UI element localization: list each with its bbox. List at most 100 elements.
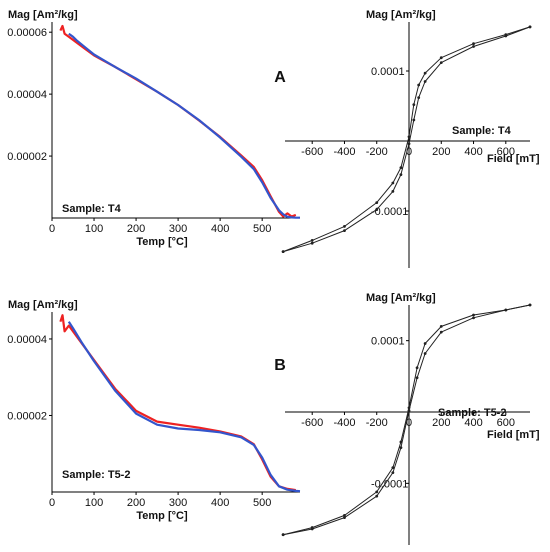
series-line-2 <box>68 32 300 219</box>
x-axis-label: Temp [°C] <box>136 236 188 248</box>
x-tick-label: -600 <box>301 417 323 429</box>
y-axis-label: Mag [Am²/kg] <box>8 299 78 311</box>
data-point <box>504 33 508 36</box>
data-point <box>343 229 346 233</box>
series-line-1 <box>59 314 296 492</box>
x-tick-label: 500 <box>253 497 271 509</box>
x-tick-label: 200 <box>127 223 145 235</box>
data-point <box>407 135 411 139</box>
series-line-2 <box>283 26 531 253</box>
data-point <box>439 56 443 60</box>
data-point <box>310 239 314 242</box>
y-tick-label: -0.0001 <box>371 478 408 490</box>
data-point <box>439 325 443 328</box>
x-tick-label: 0 <box>406 417 412 429</box>
x-tick-label: 400 <box>464 146 482 158</box>
x-tick-label: 200 <box>127 497 145 509</box>
data-point <box>310 526 314 529</box>
data-point <box>375 494 379 498</box>
sample-label: Sample: T4 <box>62 203 122 215</box>
data-point <box>439 61 443 64</box>
y-axis-label: Mag [Am²/kg] <box>8 9 78 21</box>
data-point <box>399 440 403 444</box>
series-line-2 <box>67 321 301 493</box>
panel-letter-a: A <box>274 69 286 86</box>
data-point <box>423 71 427 75</box>
series-line-1 <box>283 26 531 253</box>
x-tick-label: -200 <box>366 146 388 158</box>
x-tick-label: -200 <box>366 417 388 429</box>
panel-letter-b: B <box>274 357 286 374</box>
data-point <box>391 466 395 470</box>
x-tick-label: -600 <box>301 146 323 158</box>
data-point <box>399 173 403 177</box>
x-axis-label: Field [mT] <box>487 429 540 441</box>
data-point <box>417 83 421 87</box>
data-point <box>407 142 411 146</box>
data-point <box>281 250 285 254</box>
x-axis-label: Temp [°C] <box>136 510 188 522</box>
y-tick-label: 0.00002 <box>7 410 47 422</box>
sample-label: Sample: T4 <box>452 125 512 137</box>
y-tick-label: 0.00002 <box>7 151 47 163</box>
data-point <box>472 42 475 46</box>
data-point <box>423 352 427 355</box>
y-tick-label: 0.0001 <box>371 336 405 348</box>
data-point <box>472 313 475 317</box>
data-point <box>423 342 427 345</box>
y-tick-label: 0.00004 <box>7 334 47 346</box>
y-tick-label: 0.00004 <box>7 89 47 101</box>
data-point <box>391 181 395 185</box>
sample-label: Sample: T5-2 <box>62 469 130 481</box>
data-point <box>375 490 379 494</box>
data-point <box>472 45 475 48</box>
data-point <box>391 190 395 193</box>
data-point <box>343 225 346 228</box>
x-tick-label: -400 <box>333 146 355 158</box>
x-tick-label: 300 <box>169 497 187 509</box>
data-point <box>343 516 346 519</box>
y-tick-label: 0.00006 <box>7 27 47 39</box>
sample-label: Sample: T5-2 <box>438 407 506 419</box>
data-point <box>375 201 379 205</box>
data-point <box>310 241 314 245</box>
data-point <box>423 80 427 83</box>
y-tick-label: -0.0001 <box>371 206 408 218</box>
x-tick-label: 200 <box>432 146 450 158</box>
x-tick-label: 100 <box>85 223 103 235</box>
data-point <box>415 366 419 370</box>
data-point <box>415 376 419 380</box>
y-axis-label: Mag [Am²/kg] <box>366 9 436 21</box>
x-tick-label: 200 <box>432 417 450 429</box>
x-tick-label: 0 <box>49 497 55 509</box>
x-tick-label: 400 <box>464 417 482 429</box>
y-axis-label: Mag [Am²/kg] <box>366 292 436 304</box>
data-point <box>281 533 285 537</box>
x-tick-label: 100 <box>85 497 103 509</box>
data-point <box>528 25 532 29</box>
data-point <box>417 96 421 99</box>
data-point <box>399 446 403 450</box>
y-tick-label: 0.0001 <box>371 66 405 78</box>
data-point <box>343 514 346 517</box>
data-point <box>504 308 508 312</box>
x-tick-label: 0 <box>406 146 412 158</box>
data-point <box>439 330 443 334</box>
data-point <box>391 471 395 475</box>
data-point <box>375 208 379 212</box>
data-point <box>412 118 416 122</box>
data-point <box>472 316 475 320</box>
data-point <box>407 406 411 410</box>
data-point <box>412 103 416 106</box>
x-tick-label: 400 <box>211 497 229 509</box>
data-point <box>399 166 403 170</box>
x-tick-label: 0 <box>49 223 55 235</box>
x-tick-label: 300 <box>169 223 187 235</box>
x-tick-label: 600 <box>497 417 515 429</box>
x-axis-label: Field [mT] <box>487 153 540 165</box>
x-tick-label: -400 <box>333 417 355 429</box>
data-point <box>528 303 532 307</box>
x-tick-label: 600 <box>497 146 515 158</box>
x-tick-label: 400 <box>211 223 229 235</box>
